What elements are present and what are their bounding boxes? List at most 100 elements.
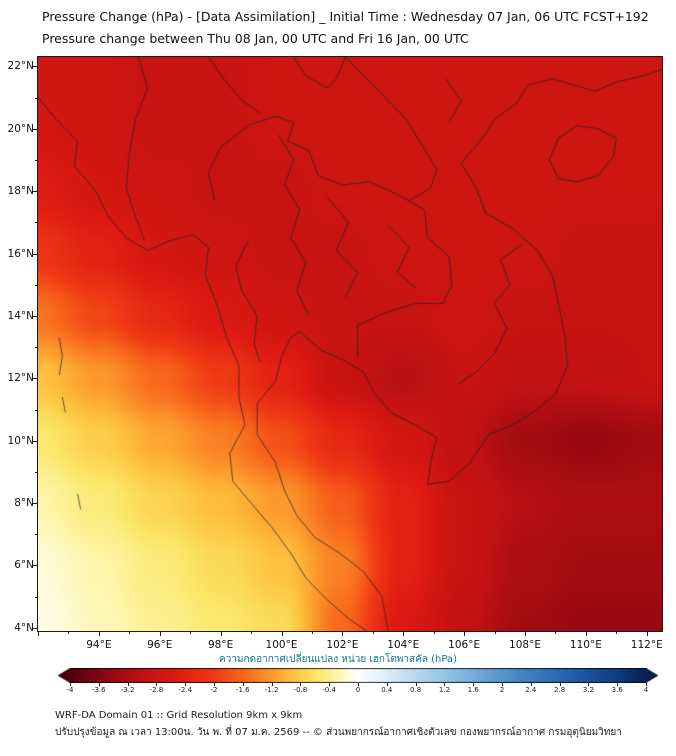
x-axis-tick — [403, 631, 405, 636]
colorbar-tick — [502, 683, 503, 686]
y-axis-tick — [33, 315, 38, 317]
y-tick-label: 10°N — [7, 434, 34, 447]
x-axis-tick — [646, 631, 648, 636]
x-axis-tick — [525, 631, 527, 636]
colorbar-tick-label: -3.2 — [120, 686, 135, 694]
y-axis-tick — [33, 191, 38, 193]
x-tick-label: 96°E — [147, 639, 173, 651]
colorbar-tick — [242, 683, 244, 686]
colorbar-tick — [127, 683, 129, 686]
chart-title-line2: Pressure change between Thu 08 Jan, 00 U… — [42, 31, 469, 46]
colorbar-tick — [70, 683, 71, 686]
x-axis-tick — [159, 631, 161, 636]
y-tick-label: 20°N — [7, 122, 34, 135]
x-axis-tick — [311, 631, 313, 634]
x-axis-tick — [251, 631, 253, 634]
colorbar-tick-label: -3.6 — [91, 686, 106, 694]
y-axis-tick — [33, 627, 38, 629]
colorbar-tick-label: 4 — [643, 686, 649, 694]
colorbar-tick — [214, 683, 215, 686]
x-axis-tick — [129, 631, 131, 634]
y-tick-label: 16°N — [7, 247, 34, 260]
y-axis-tick — [33, 440, 38, 442]
y-tick-label: 6°N — [14, 559, 34, 572]
y-axis-tick — [35, 409, 38, 411]
pressure-heatmap-canvas — [38, 57, 662, 631]
colorbar-tick — [588, 683, 590, 686]
y-axis-tick — [33, 503, 38, 505]
y-axis-tick — [35, 159, 38, 161]
colorbar-tick-label: -0.8 — [293, 686, 308, 694]
colorbar-tick-label: -2.8 — [149, 686, 164, 694]
y-tick-label: 8°N — [14, 497, 34, 510]
colorbar-tick — [329, 683, 331, 686]
colorbar-tick — [415, 683, 417, 686]
x-tick-label: 100°E — [265, 639, 298, 651]
x-axis-tick — [494, 631, 496, 634]
x-axis-tick — [98, 631, 100, 636]
x-tick-label: 106°E — [448, 639, 481, 651]
colorbar-tick-label: -2.4 — [178, 686, 193, 694]
colorbar-tick-label: 3.2 — [582, 686, 594, 694]
chart-title-line1: Pressure Change (hPa) - [Data Assimilati… — [42, 9, 649, 24]
y-tick-label: 14°N — [7, 309, 34, 322]
colorbar: -4 -3.6 -3.2 -2.8 -2.4 -2 -1.6 -1.2 -0.8 -0.4 0 0.4… — [58, 668, 658, 694]
y-axis-tick — [33, 253, 38, 255]
colorbar-tick-label: 0.4 — [381, 686, 393, 694]
x-axis-tick — [372, 631, 374, 634]
x-axis-tick — [190, 631, 192, 634]
x-tick-label: 104°E — [387, 639, 420, 651]
colorbar-tick-label: -1.2 — [264, 686, 279, 694]
colorbar-tick-label: 0 — [355, 686, 361, 694]
footer-update-info: ปรับปรุงข้อมูล ณ เวลา 13:00น. วัน พ. ที่… — [55, 727, 622, 738]
colorbar-tick-label: 0.8 — [410, 686, 422, 694]
colorbar-tick-label: -1.6 — [235, 686, 250, 694]
x-axis-tick — [220, 631, 222, 636]
y-tick-label: 4°N — [14, 621, 34, 634]
y-tick-label: 18°N — [7, 185, 34, 198]
colorbar-tick — [559, 683, 561, 686]
colorbar-tick — [646, 683, 647, 686]
x-axis-tick — [464, 631, 466, 636]
colorbar-tick-label: 3.6 — [611, 686, 623, 694]
colorbar-tick-label: 2.4 — [525, 686, 537, 694]
colorbar-tick — [617, 683, 619, 686]
colorbar-tick — [185, 683, 187, 686]
x-axis-tick — [433, 631, 435, 634]
x-axis-tick — [68, 631, 70, 634]
x-axis-tick — [616, 631, 618, 634]
footer-domain-info: WRF-DA Domain 01 :: Grid Resolution 9km … — [55, 710, 303, 721]
y-axis-tick — [35, 347, 38, 349]
x-tick-label: 108°E — [509, 639, 541, 651]
y-axis-tick — [33, 565, 38, 567]
y-axis-tick — [35, 534, 38, 536]
y-axis-tick — [35, 222, 38, 224]
y-axis-tick — [33, 378, 38, 380]
colorbar-tick — [156, 683, 158, 686]
x-tick-label: 112°E — [630, 639, 663, 651]
y-axis-tick — [33, 128, 38, 130]
x-tick-label: 98°E — [208, 639, 234, 651]
x-tick-label: 110°E — [569, 639, 602, 651]
x-tick-label: 102°E — [326, 639, 359, 651]
colorbar-label: ความกดอากาศเปลี่ยนแปลง หน่วย เฮกโตพาสคัล… — [219, 654, 457, 665]
y-axis-tick — [35, 97, 38, 99]
x-tick-label: 94°E — [86, 639, 112, 651]
colorbar-tick-label: 1.2 — [438, 686, 450, 694]
y-tick-label: 22°N — [7, 60, 34, 73]
x-axis-tick — [342, 631, 344, 636]
y-axis-tick — [35, 596, 38, 598]
colorbar-tick — [271, 683, 273, 686]
colorbar-gradient-canvas — [58, 668, 658, 683]
y-axis-tick — [33, 66, 38, 68]
y-axis-tick — [35, 284, 38, 286]
y-axis-tick — [35, 471, 38, 473]
colorbar-tick-label: 2.8 — [554, 686, 566, 694]
colorbar-tick — [444, 683, 446, 686]
colorbar-tick-label: 2 — [499, 686, 505, 694]
colorbar-tick — [386, 683, 388, 686]
colorbar-tick — [300, 683, 302, 686]
colorbar-tick — [98, 683, 100, 686]
colorbar-tick — [473, 683, 475, 686]
